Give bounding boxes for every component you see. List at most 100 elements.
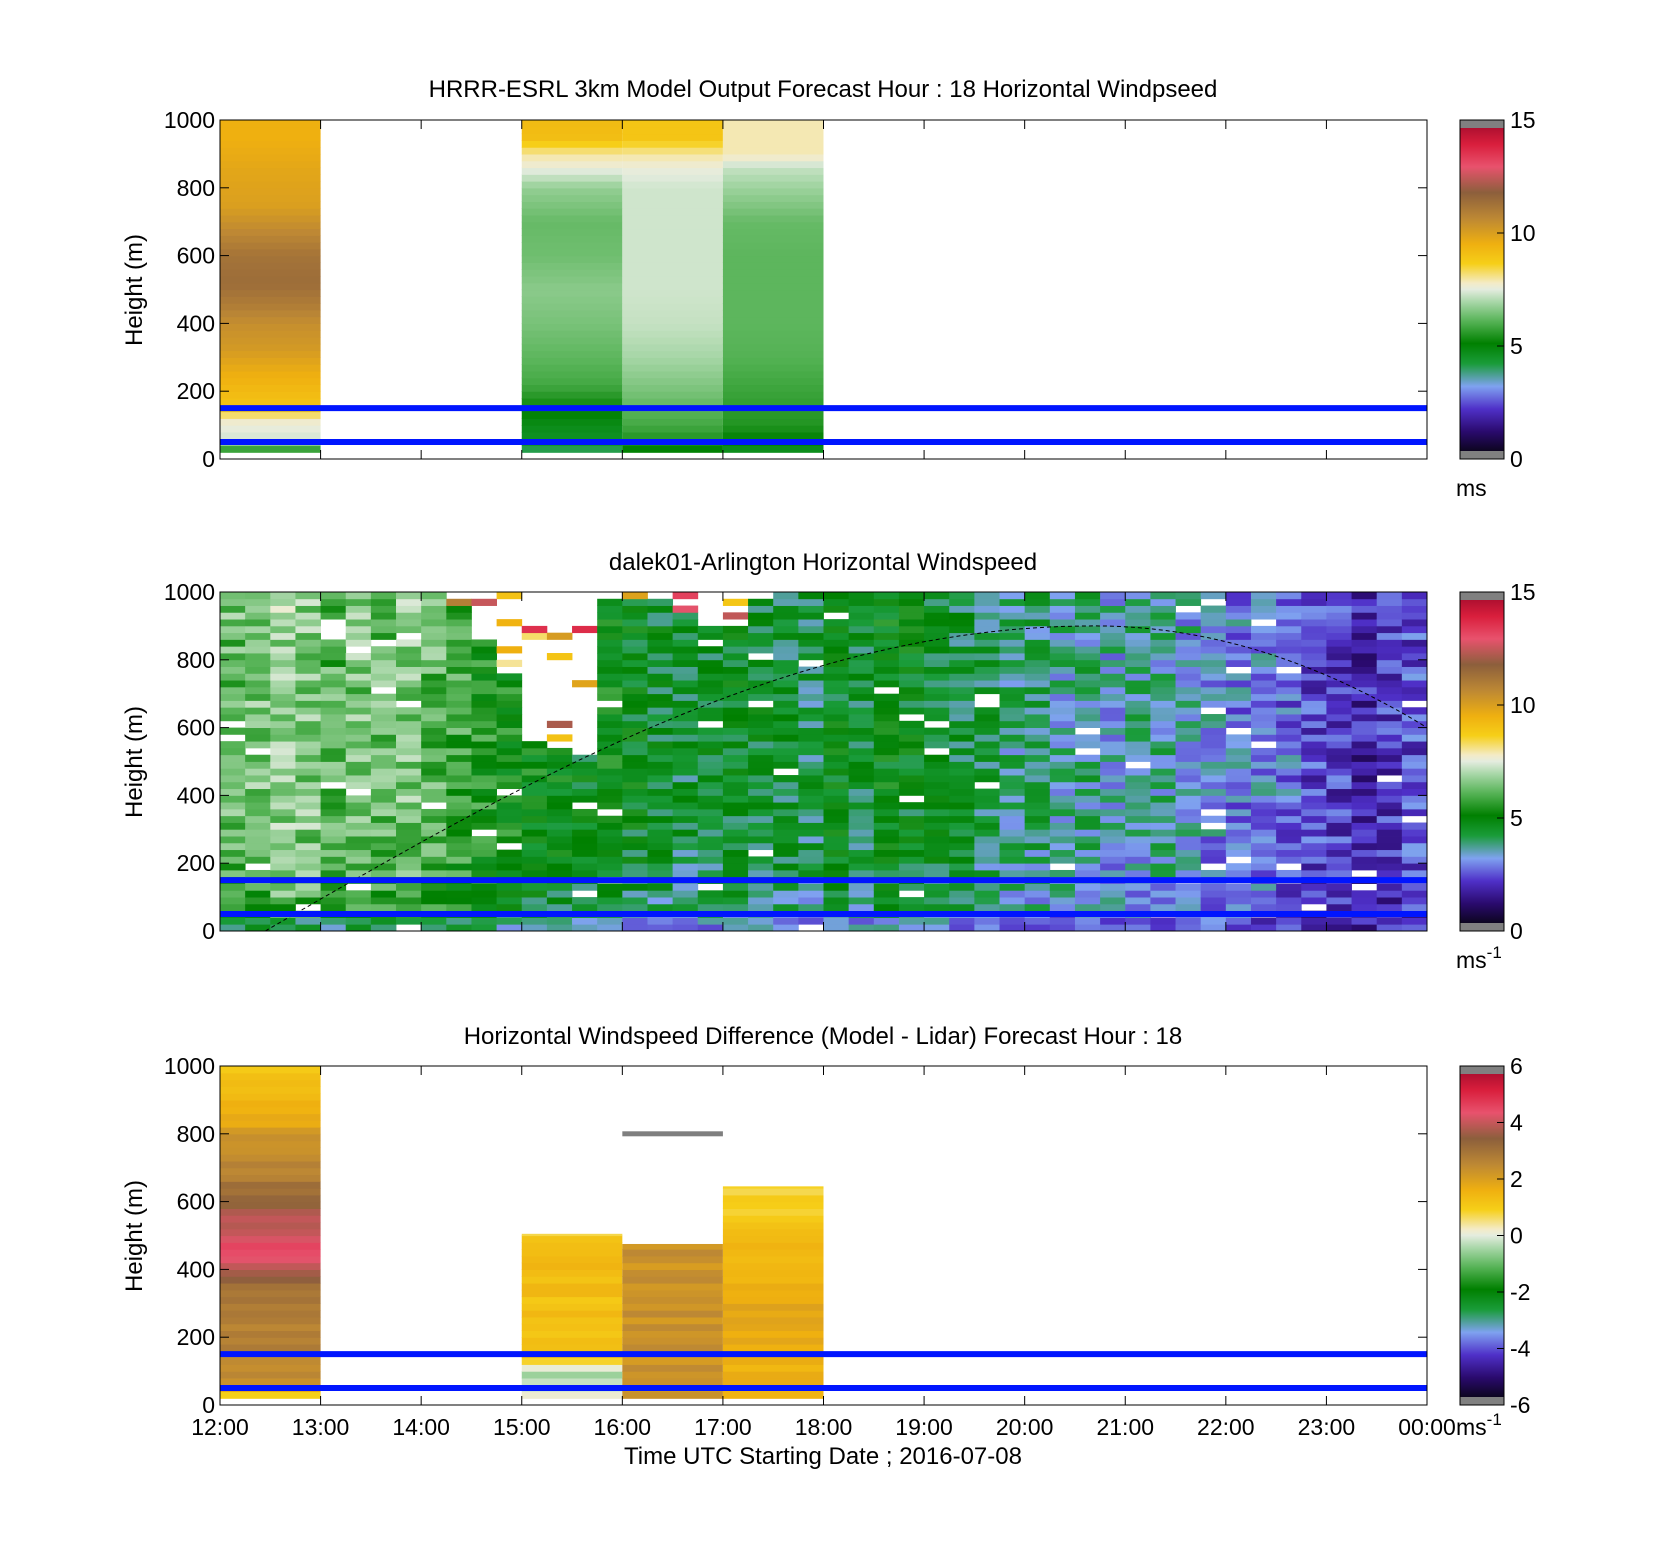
panel-difference: Horizontal Windspeed Difference (Model -… <box>121 1023 1531 1470</box>
heatmap-cell <box>798 781 824 790</box>
heatmap-cell <box>1074 781 1101 790</box>
heatmap-cell <box>1100 625 1126 634</box>
heatmap-cell <box>1326 727 1352 735</box>
heatmap-cell <box>773 836 799 844</box>
heatmap-cell <box>370 856 397 864</box>
heatmap-cell <box>270 883 296 891</box>
heatmap-cell <box>220 1099 321 1108</box>
heatmap-cell <box>1175 632 1202 640</box>
heatmap-cell <box>496 768 523 776</box>
heatmap-cell <box>270 856 296 864</box>
heatmap-cell <box>1301 639 1327 647</box>
heatmap-cell <box>647 727 674 735</box>
heatmap-cell <box>873 693 900 701</box>
heatmap-cell <box>1024 897 1051 905</box>
heatmap-cell <box>1049 917 1076 925</box>
heatmap-cell <box>722 1323 824 1332</box>
heatmap-cell <box>471 808 498 817</box>
heatmap-cell <box>295 754 321 762</box>
heatmap-cell <box>898 700 925 708</box>
heatmap-cell <box>647 646 674 654</box>
heatmap-cell <box>999 869 1026 878</box>
heatmap-cell <box>421 659 447 667</box>
heatmap-cell <box>320 822 347 830</box>
heatmap-cell <box>999 775 1026 783</box>
heatmap-cell <box>1125 625 1151 634</box>
heatmap-cell <box>471 673 498 681</box>
heatmap-cell <box>622 700 648 708</box>
heatmap-cell <box>974 842 1000 851</box>
heatmap-cell <box>220 842 246 851</box>
heatmap-cell <box>773 612 799 620</box>
heatmap-cell <box>220 592 246 600</box>
heatmap-cell <box>1125 802 1151 810</box>
heatmap-cell <box>622 808 648 817</box>
heatmap-cell <box>622 639 648 647</box>
heatmap-cell <box>1250 734 1277 742</box>
heatmap-cell <box>1100 836 1126 844</box>
heatmap-cell <box>396 815 422 823</box>
heatmap-cell <box>1326 666 1352 674</box>
heatmap-cell <box>647 673 674 681</box>
heatmap-cell <box>722 201 824 209</box>
heatmap-cell <box>1100 605 1126 613</box>
heatmap-cell <box>220 1249 321 1257</box>
heatmap-cell <box>1024 836 1051 844</box>
heatmap-cell <box>546 754 573 762</box>
heatmap-cell <box>823 788 850 796</box>
heatmap-cell <box>999 639 1026 647</box>
heatmap-cell <box>270 775 296 783</box>
heatmap-cell <box>798 890 824 898</box>
heatmap-cell <box>823 849 850 857</box>
heatmap-cell <box>1100 869 1126 878</box>
heatmap-cell <box>647 700 674 708</box>
heatmap-cell <box>521 761 548 769</box>
heatmap-cell <box>873 788 900 796</box>
heatmap-cell <box>597 815 623 823</box>
y-tick-label: 400 <box>177 1256 215 1282</box>
heatmap-cell <box>572 856 598 864</box>
heatmap-cell <box>396 639 422 647</box>
heatmap-cell <box>370 768 397 776</box>
heatmap-cell <box>421 775 447 783</box>
heatmap-cell <box>1024 686 1051 695</box>
heatmap-cell <box>823 761 850 769</box>
heatmap-cell <box>521 1289 623 1298</box>
heatmap-cell <box>974 768 1000 776</box>
heatmap-cell <box>421 646 447 654</box>
heatmap-cell <box>220 768 246 776</box>
heatmap-cell <box>496 822 523 830</box>
heatmap-cell <box>898 802 925 810</box>
heatmap-cell <box>1326 686 1352 695</box>
heatmap-cell <box>320 592 347 600</box>
heatmap-cell <box>722 775 749 783</box>
heatmap-cell <box>1276 653 1302 661</box>
heatmap-cell <box>546 788 573 796</box>
heatmap-cell <box>1326 653 1352 661</box>
colorbar-unit-exponent: -1 <box>1487 1410 1502 1429</box>
heatmap-cell <box>1100 646 1126 654</box>
heatmap-cell <box>999 829 1026 837</box>
heatmap-cell <box>622 1303 723 1311</box>
heatmap-cell <box>220 187 321 196</box>
heatmap-cell <box>1024 781 1051 790</box>
heatmap-cell <box>1225 619 1252 627</box>
heatmap-cell <box>521 1343 623 1352</box>
heatmap-cell <box>924 727 950 735</box>
heatmap-cell <box>1276 883 1302 891</box>
heatmap-cell <box>320 829 347 837</box>
heatmap-cell <box>722 1330 824 1338</box>
heatmap-cell <box>999 754 1026 762</box>
heatmap-cell <box>697 856 724 864</box>
heatmap-cell <box>1351 734 1378 742</box>
heatmap-cell <box>220 431 321 440</box>
heatmap-cell <box>320 700 347 708</box>
heatmap-cell <box>622 890 648 898</box>
heatmap-cell <box>220 1221 321 1230</box>
heatmap-cell <box>722 296 824 304</box>
heatmap-cell <box>999 619 1026 627</box>
heatmap-cell <box>521 829 548 837</box>
heatmap-cell <box>1024 625 1051 634</box>
heatmap-cell <box>245 842 271 851</box>
heatmap-cell <box>672 619 699 627</box>
